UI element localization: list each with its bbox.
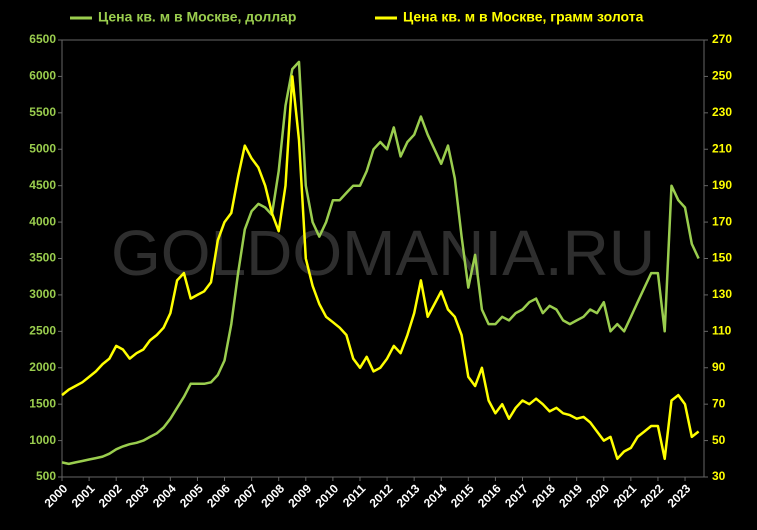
x-tick-label: 2020 xyxy=(583,481,612,510)
x-tick-label: 2002 xyxy=(96,481,125,510)
series-line xyxy=(61,60,700,466)
y-tick-label: 2000 xyxy=(29,360,56,374)
x-tick-label: 2006 xyxy=(204,481,233,510)
y-tick-label: 4500 xyxy=(29,178,56,192)
y2-tick-label: 170 xyxy=(712,214,732,228)
y-tick-label: 1000 xyxy=(29,433,56,447)
y-tick-label: 3000 xyxy=(29,287,56,301)
y2-tick-label: 90 xyxy=(712,360,726,374)
y2-tick-label: 70 xyxy=(712,396,726,410)
x-tick-label: 2012 xyxy=(367,481,396,510)
x-tick-label: 2011 xyxy=(340,481,369,510)
x-tick-label: 2004 xyxy=(150,481,179,510)
y-tick-label: 4000 xyxy=(29,214,56,228)
x-tick-label: 2019 xyxy=(556,481,585,510)
y-tick-label: 2500 xyxy=(29,324,56,338)
legend-label: Цена кв. м в Москве, доллар xyxy=(98,9,296,25)
x-tick-label: 2005 xyxy=(177,481,206,510)
x-tick-label: 2014 xyxy=(421,481,450,510)
x-tick-label: 2017 xyxy=(502,481,531,510)
y-tick-label: 6000 xyxy=(29,69,56,83)
y2-tick-label: 250 xyxy=(712,69,732,83)
y2-tick-label: 50 xyxy=(712,433,726,447)
y-tick-label: 5500 xyxy=(29,105,56,119)
legend-label: Цена кв. м в Москве, грамм золота xyxy=(403,9,644,25)
y-tick-label: 1500 xyxy=(29,396,56,410)
x-tick-label: 2003 xyxy=(123,481,152,510)
y-tick-label: 3500 xyxy=(29,251,56,265)
x-tick-label: 2010 xyxy=(312,481,341,510)
y-tick-label: 6500 xyxy=(29,32,56,46)
x-tick-label: 2015 xyxy=(448,481,477,510)
y2-tick-label: 110 xyxy=(712,324,732,338)
y2-tick-label: 230 xyxy=(712,105,732,119)
y2-tick-label: 190 xyxy=(712,178,732,192)
watermark: GOLDOMANIA.RU xyxy=(111,217,655,289)
x-tick-label: 2001 xyxy=(69,481,98,510)
x-tick-label: 2008 xyxy=(258,481,287,510)
y2-tick-label: 130 xyxy=(712,287,732,301)
y2-tick-label: 270 xyxy=(712,32,732,46)
x-tick-label: 2007 xyxy=(231,481,260,510)
x-tick-label: 2000 xyxy=(42,481,71,510)
x-tick-label: 2021 xyxy=(610,481,639,510)
y2-tick-label: 150 xyxy=(712,251,732,265)
x-tick-label: 2009 xyxy=(285,481,314,510)
y2-tick-label: 210 xyxy=(712,141,732,155)
y-tick-label: 5000 xyxy=(29,141,56,155)
x-tick-label: 2016 xyxy=(475,481,504,510)
x-tick-label: 2018 xyxy=(529,481,558,510)
y2-tick-label: 30 xyxy=(712,469,726,483)
y-tick-label: 500 xyxy=(36,469,56,483)
series-line xyxy=(61,75,700,461)
x-tick-label: 2023 xyxy=(665,481,694,510)
x-tick-label: 2022 xyxy=(638,481,667,510)
x-tick-label: 2013 xyxy=(394,481,423,510)
